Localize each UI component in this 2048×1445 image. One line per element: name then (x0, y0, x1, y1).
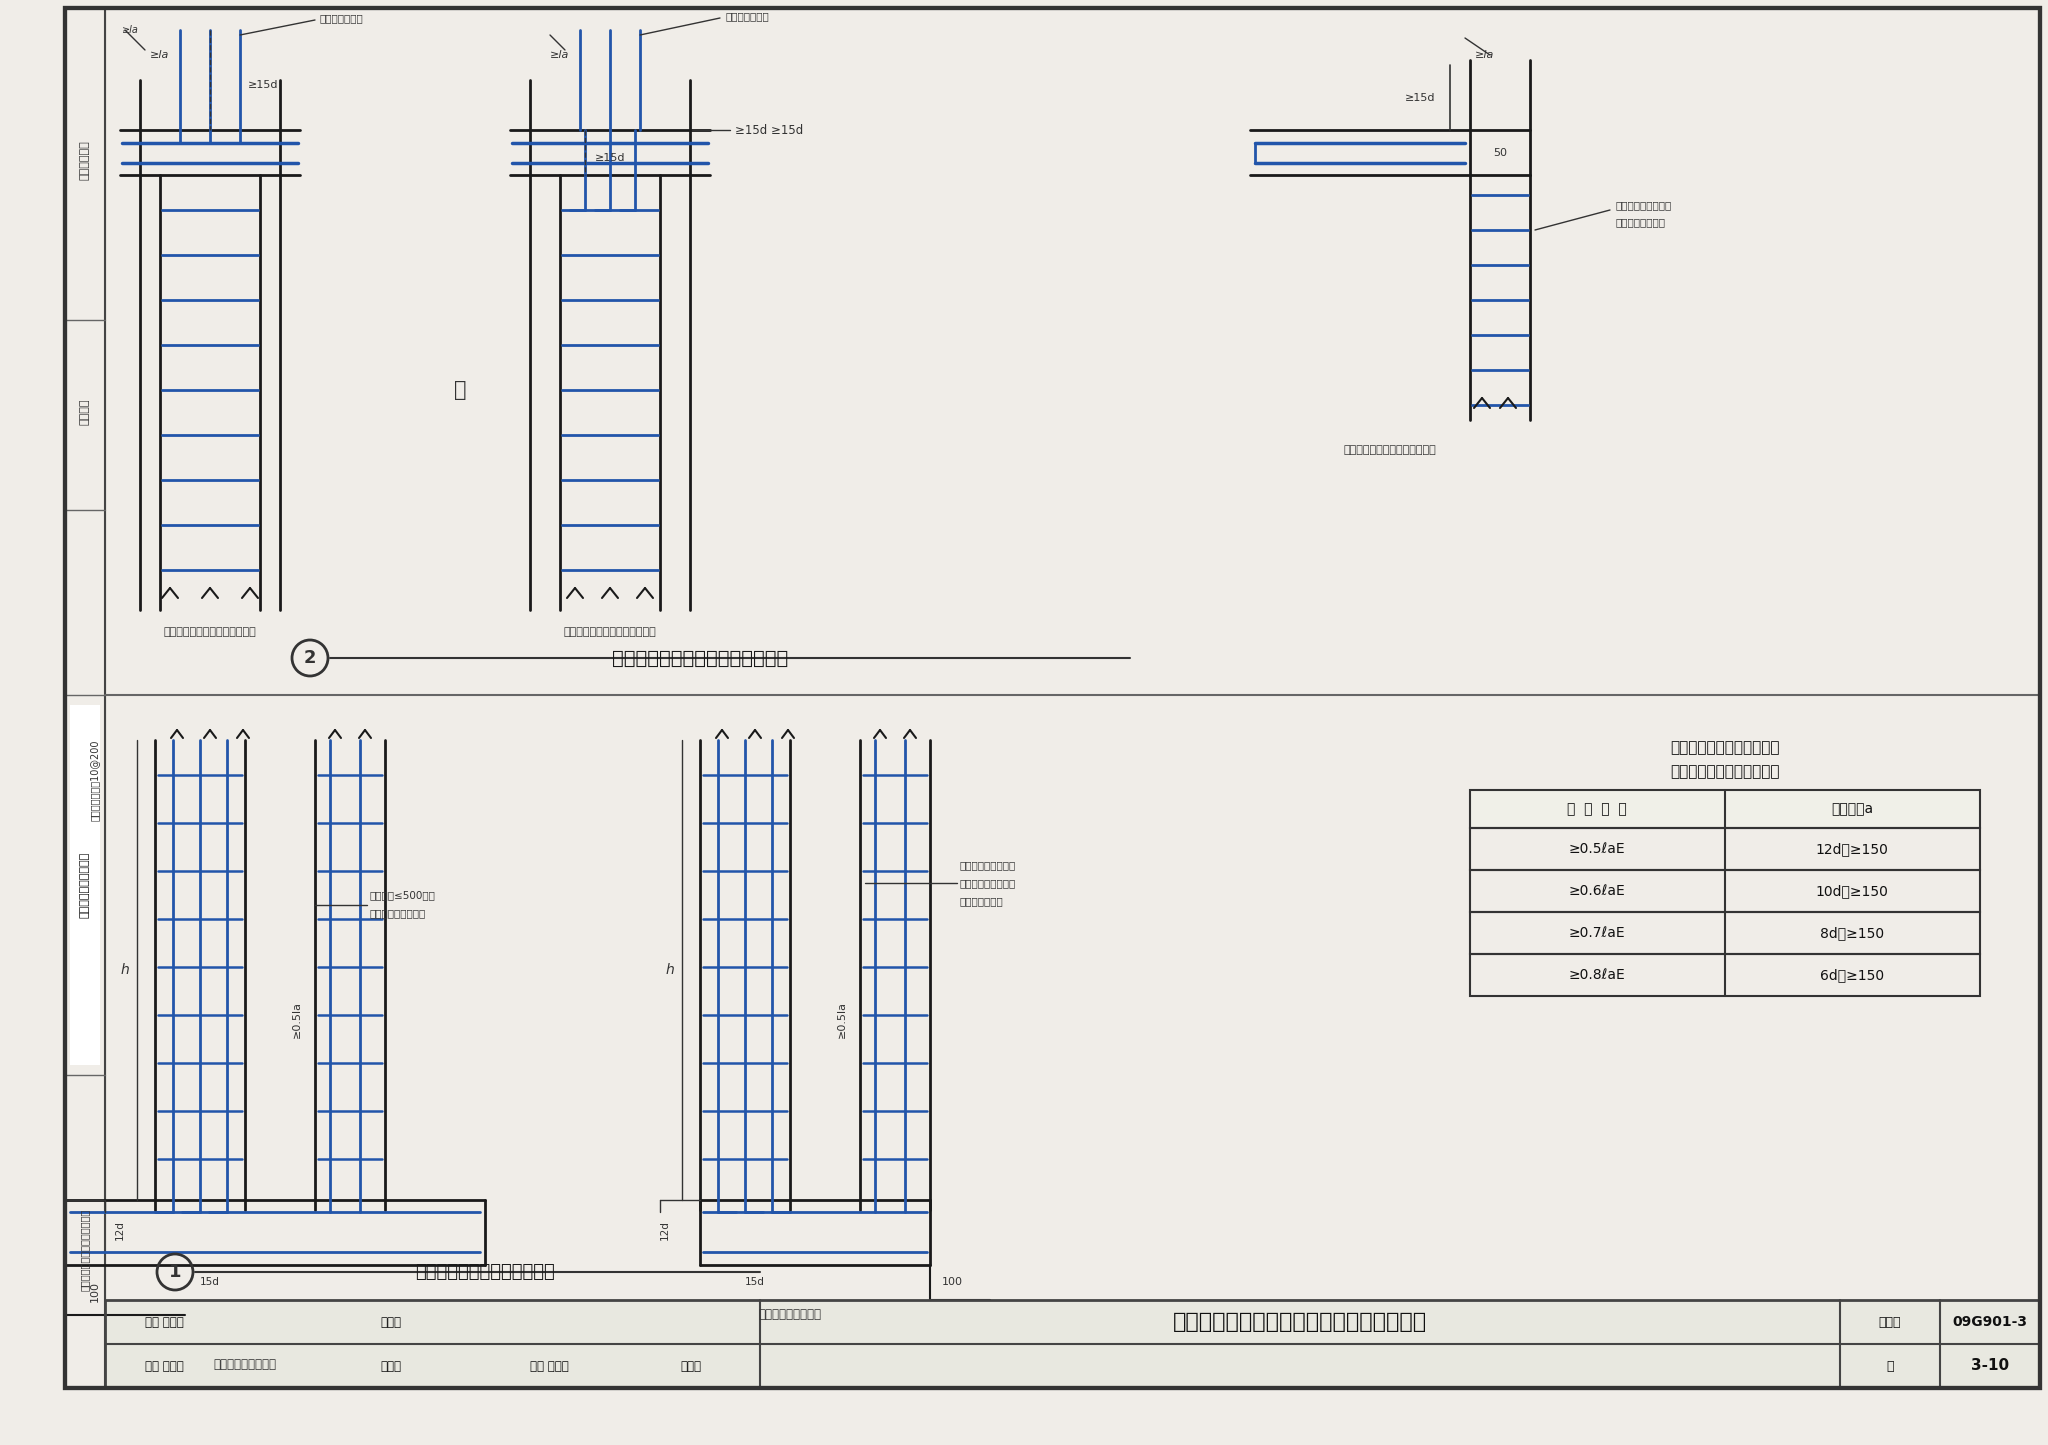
Text: ≥0.5la: ≥0.5la (838, 1001, 848, 1039)
Text: 王怀元: 王怀元 (680, 1360, 700, 1373)
Text: 100: 100 (90, 1282, 100, 1302)
Text: ≥15d: ≥15d (248, 79, 279, 90)
Text: ≥la: ≥la (150, 51, 170, 61)
Text: 底，与竖向钢筋的交: 底，与竖向钢筋的交 (961, 879, 1016, 889)
Bar (104, 1300, 2040, 1389)
Text: 100: 100 (942, 1277, 963, 1287)
Text: 弯钩长度a: 弯钩长度a (1831, 802, 1874, 816)
Text: ≥la: ≥la (1475, 51, 1495, 61)
Text: 竖  直  长  度: 竖 直 长 度 (1567, 802, 1626, 816)
Text: ≥0.6ℓaE: ≥0.6ℓaE (1569, 884, 1626, 897)
Text: 竖向外墙钢筋中10@200: 竖向外墙钢筋中10@200 (90, 740, 100, 821)
Text: ≥0.7ℓaE: ≥0.7ℓaE (1569, 926, 1626, 941)
Text: 2: 2 (303, 649, 315, 668)
Text: 或: 或 (455, 380, 467, 400)
Text: 设计 王怀元: 设计 王怀元 (530, 1360, 569, 1373)
Text: 箱形基础: 箱形基础 (80, 399, 90, 425)
Text: h: h (666, 962, 674, 977)
Text: 8d且≥150: 8d且≥150 (1821, 926, 1884, 941)
Text: 09G901-3: 09G901-3 (1952, 1315, 2028, 1329)
Text: 12d且≥150: 12d且≥150 (1817, 842, 1888, 855)
Text: 箱形基础底板无外伸: 箱形基础底板无外伸 (758, 1309, 821, 1322)
Text: 15d: 15d (745, 1277, 766, 1287)
Bar (1470, 912, 1980, 954)
Text: 10d且≥150: 10d且≥150 (1817, 884, 1888, 897)
Text: 箱形基础外墙钢筋在顶部的排布: 箱形基础外墙钢筋在顶部的排布 (563, 627, 655, 637)
Text: 板下部钢筋等钩也可: 板下部钢筋等钩也可 (1616, 199, 1671, 210)
Text: 竖直长度与弯钩长度对照表: 竖直长度与弯钩长度对照表 (1671, 764, 1780, 779)
Text: 独立基础、条形基础、桩基承台: 独立基础、条形基础、桩基承台 (80, 1209, 90, 1292)
Text: 叉点均设置拉筋: 叉点均设置拉筋 (961, 896, 1004, 906)
Text: 箱形基础和地下室结构: 箱形基础和地下室结构 (80, 853, 90, 918)
Text: 箱形基础底板有外伸: 箱形基础底板有外伸 (213, 1358, 276, 1371)
Text: 3-10: 3-10 (1970, 1358, 2009, 1374)
Bar (1470, 828, 1980, 870)
Text: 箱形基础外墙钢筋在顶部的排布: 箱形基础外墙钢筋在顶部的排布 (164, 627, 256, 637)
Text: ≥15d: ≥15d (594, 153, 625, 163)
Bar (66, 695, 104, 1075)
Bar (1470, 954, 1980, 996)
Text: 拉筋间距≤500且不: 拉筋间距≤500且不 (371, 890, 436, 900)
Text: 张之文: 张之文 (381, 1360, 401, 1373)
Bar (1470, 870, 1980, 912)
Text: 15d: 15d (201, 1277, 219, 1287)
Bar (66, 9, 104, 1389)
Text: 箱形基础外墙、底板和顶板钢筋的锚固构造: 箱形基础外墙、底板和顶板钢筋的锚固构造 (1174, 1312, 1427, 1332)
Text: ≥la: ≥la (551, 51, 569, 61)
Text: 墙顶延长加锚筋: 墙顶延长加锚筋 (319, 13, 365, 23)
Text: ≥15d: ≥15d (1405, 92, 1436, 103)
Text: 箱形基础外墙与顶板钢筋排布构造: 箱形基础外墙与顶板钢筋排布构造 (612, 649, 788, 668)
Text: 审核 黄志刚: 审核 黄志刚 (145, 1315, 184, 1328)
Text: 向上或水平向弯折: 向上或水平向弯折 (1616, 217, 1665, 227)
Text: 50: 50 (1493, 147, 1507, 158)
Text: 箱形基础墙体竖向插筋锚固: 箱形基础墙体竖向插筋锚固 (1671, 740, 1780, 756)
Bar (104, 1300, 2040, 1389)
Text: ≥15d ≥15d: ≥15d ≥15d (735, 123, 803, 136)
Text: 校对 张工文: 校对 张工文 (145, 1360, 184, 1373)
Text: 6d且≥150: 6d且≥150 (1821, 968, 1884, 983)
Text: 图集号: 图集号 (1878, 1315, 1901, 1328)
Text: 外墙水平筋设置到基: 外墙水平筋设置到基 (961, 860, 1016, 870)
Text: 1: 1 (168, 1263, 182, 1282)
Text: ≥0.8ℓaE: ≥0.8ℓaE (1569, 968, 1626, 983)
Text: 12d: 12d (115, 1220, 125, 1240)
Text: ≥la: ≥la (121, 25, 139, 35)
Text: 箱形基础外墙与底板钢筋构造: 箱形基础外墙与底板钢筋构造 (416, 1263, 555, 1282)
Text: 墙顶延长加锚筋: 墙顶延长加锚筋 (725, 12, 768, 22)
Text: 12d: 12d (659, 1220, 670, 1240)
Text: 页: 页 (1886, 1360, 1894, 1373)
Text: ≥0.5ℓaE: ≥0.5ℓaE (1569, 842, 1626, 855)
Bar (1470, 790, 1980, 828)
Text: 箱形基础顶板钢筋在端部的排布: 箱形基础顶板钢筋在端部的排布 (1343, 445, 1436, 455)
Text: ≥0.5la: ≥0.5la (293, 1001, 301, 1039)
Bar (70, 705, 100, 1065)
Text: 重志刚: 重志刚 (381, 1315, 401, 1328)
Text: 少于两道外墙水平筋: 少于两道外墙水平筋 (371, 907, 426, 918)
Text: h: h (121, 962, 129, 977)
Text: 一般构造要求: 一般构造要求 (80, 140, 90, 179)
